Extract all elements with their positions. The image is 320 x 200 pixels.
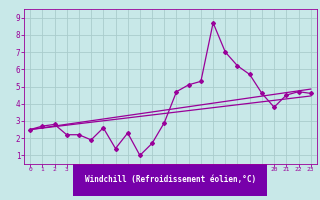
X-axis label: Windchill (Refroidissement éolien,°C): Windchill (Refroidissement éolien,°C) <box>85 175 256 184</box>
